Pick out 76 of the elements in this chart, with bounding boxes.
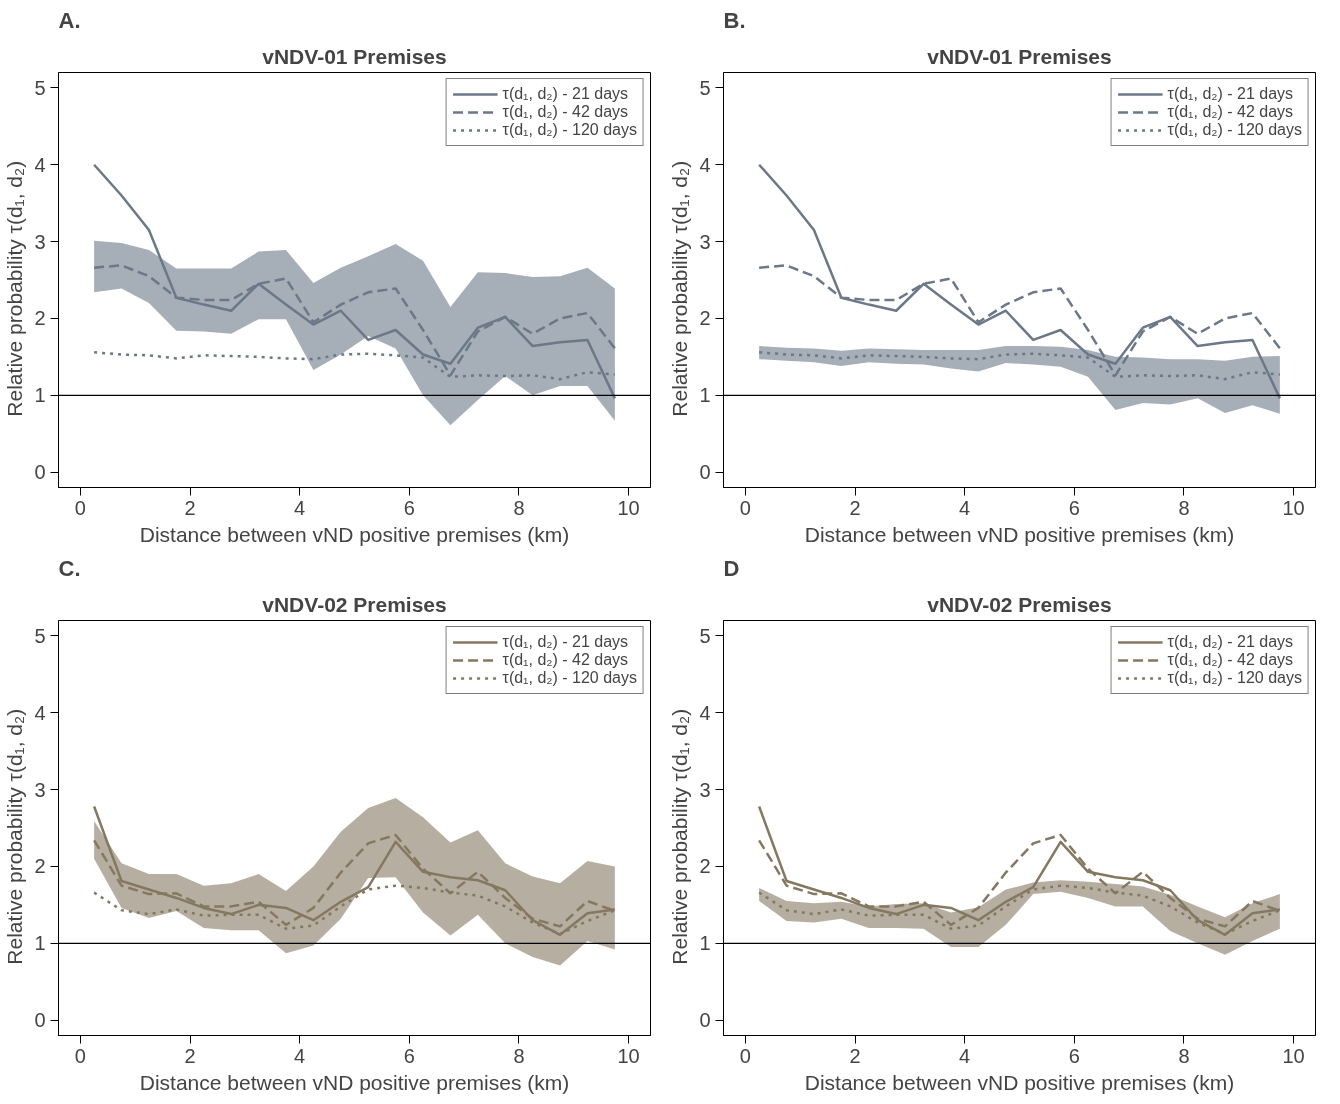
- y-tick-label: 5: [34, 76, 46, 99]
- y-tick-label: 2: [34, 307, 46, 330]
- y-axis-title: Relative probability τ(d₁, d₂): [668, 160, 692, 417]
- text: C.: [58, 555, 81, 581]
- legend-label: τ(d₁, d₂) - 21 days: [1167, 85, 1294, 103]
- y-tick-label: 1: [699, 384, 711, 407]
- x-axis-title: Distance between vND positive premises (km): [139, 1070, 570, 1094]
- y-tick-label: 4: [699, 153, 711, 176]
- y-tick-label: 3: [34, 778, 46, 801]
- legend-label: τ(d₁, d₂) - 42 days: [1167, 651, 1294, 669]
- legend-label: τ(d₁, d₂) - 21 days: [502, 85, 629, 103]
- y-tick-label: 3: [34, 230, 46, 253]
- x-axis-title: Distance between vND positive premises (km): [139, 522, 570, 546]
- x-tick-label: 4: [959, 496, 971, 519]
- x-tick-label: 6: [1068, 496, 1080, 519]
- legend-label: τ(d₁, d₂) - 21 days: [502, 633, 629, 651]
- x-tick-label: 4: [294, 496, 306, 519]
- y-tick-label: 4: [34, 701, 46, 724]
- x-tick-label: 2: [184, 1044, 196, 1067]
- legend-label: τ(d₁, d₂) - 21 days: [1167, 633, 1294, 651]
- x-tick-label: 0: [739, 496, 751, 519]
- x-tick-label: 10: [617, 496, 640, 519]
- legend-label: τ(d₁, d₂) - 120 days: [1167, 669, 1302, 687]
- legend-label: τ(d₁, d₂) - 120 days: [502, 121, 637, 139]
- y-axis-title: Relative probability τ(d₁, d₂): [3, 160, 27, 417]
- x-tick-label: 8: [513, 496, 525, 519]
- legend-label: τ(d₁, d₂) - 42 days: [1167, 103, 1294, 121]
- y-tick-label: 0: [34, 1009, 46, 1032]
- y-tick-label: 1: [699, 932, 711, 955]
- legend-label: τ(d₁, d₂) - 42 days: [502, 651, 629, 669]
- y-tick-label: 2: [699, 307, 711, 330]
- x-tick-label: 6: [403, 1044, 415, 1067]
- legend-label: τ(d₁, d₂) - 120 days: [1167, 121, 1302, 139]
- x-tick-label: 10: [1282, 1044, 1305, 1067]
- x-tick-label: 4: [294, 1044, 306, 1067]
- chart-title: vNDV-02 Premises: [927, 592, 1112, 616]
- x-tick-label: 10: [1282, 496, 1305, 519]
- y-tick-label: 5: [699, 76, 711, 99]
- x-tick-label: 8: [1178, 1044, 1190, 1067]
- legend-label: τ(d₁, d₂) - 120 days: [502, 669, 637, 687]
- x-tick-label: 0: [74, 496, 86, 519]
- y-tick-label: 5: [34, 624, 46, 647]
- x-tick-label: 10: [617, 1044, 640, 1067]
- y-tick-label: 0: [34, 461, 46, 484]
- y-tick-label: 5: [699, 624, 711, 647]
- text: A.: [58, 7, 81, 33]
- y-axis-title: Relative probability τ(d₁, d₂): [668, 708, 692, 965]
- x-tick-label: 0: [74, 1044, 86, 1067]
- y-tick-label: 1: [34, 384, 46, 407]
- chart-title: vNDV-01 Premises: [262, 44, 447, 68]
- x-axis-title: Distance between vND positive premises (km): [804, 1070, 1235, 1094]
- x-tick-label: 2: [849, 1044, 861, 1067]
- chart-title: vNDV-01 Premises: [927, 44, 1112, 68]
- chart-title: vNDV-02 Premises: [262, 592, 447, 616]
- x-tick-label: 2: [849, 496, 861, 519]
- y-tick-label: 2: [34, 855, 46, 878]
- y-axis-title: Relative probability τ(d₁, d₂): [3, 708, 27, 965]
- y-tick-label: 2: [699, 855, 711, 878]
- x-tick-label: 0: [739, 1044, 751, 1067]
- y-tick-label: 4: [34, 153, 46, 176]
- y-tick-label: 0: [699, 461, 711, 484]
- x-tick-label: 8: [1178, 496, 1190, 519]
- y-tick-label: 1: [34, 932, 46, 955]
- y-tick-label: 3: [699, 230, 711, 253]
- x-tick-label: 6: [403, 496, 415, 519]
- text: B.: [723, 7, 746, 33]
- legend-label: τ(d₁, d₂) - 42 days: [502, 103, 629, 121]
- x-tick-label: 8: [513, 1044, 525, 1067]
- text: D: [723, 555, 740, 581]
- x-tick-label: 4: [959, 1044, 971, 1067]
- y-tick-label: 3: [699, 778, 711, 801]
- x-axis-title: Distance between vND positive premises (km): [804, 522, 1235, 546]
- x-tick-label: 2: [184, 496, 196, 519]
- y-tick-label: 0: [699, 1009, 711, 1032]
- x-tick-label: 6: [1068, 1044, 1080, 1067]
- y-tick-label: 4: [699, 701, 711, 724]
